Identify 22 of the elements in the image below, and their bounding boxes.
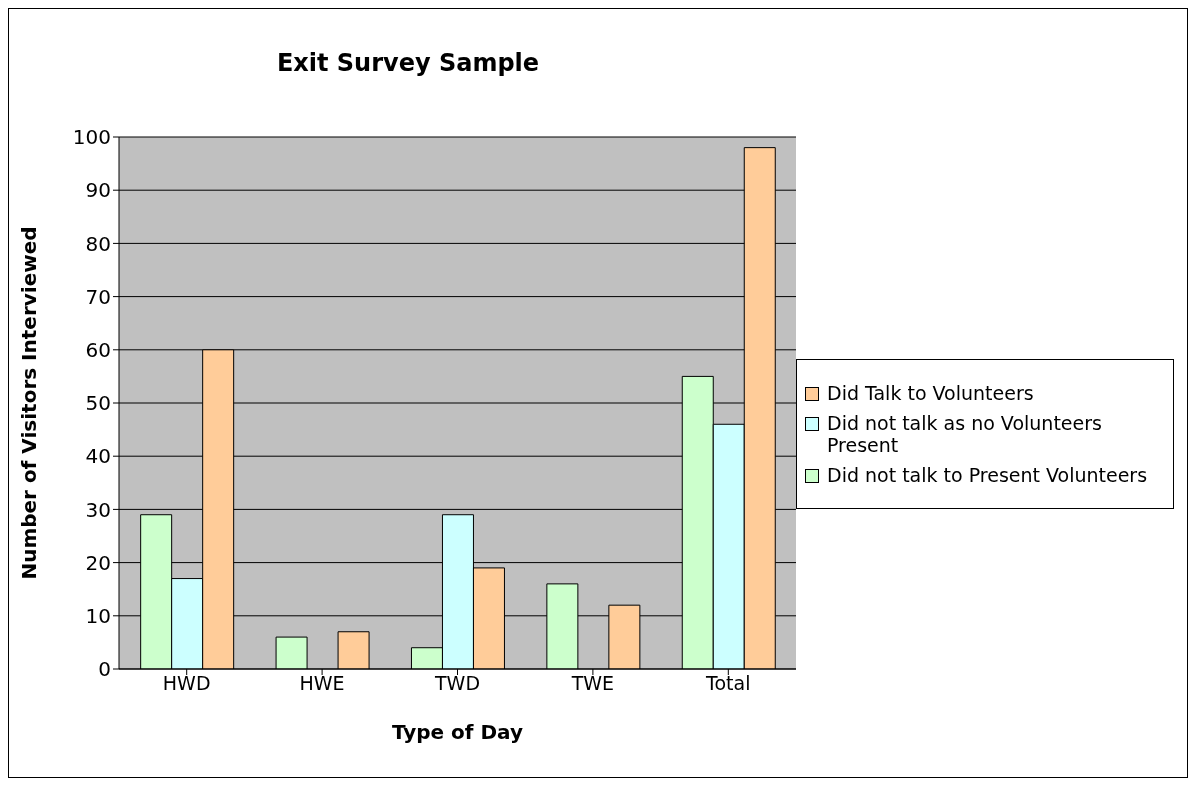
legend-label: Did not talk as no Volunteers Present — [827, 412, 1103, 456]
x-axis-title: Type of Day — [391, 720, 524, 744]
legend-label: Did not talk to Present Volunteers — [827, 464, 1148, 486]
x-tick-label: Total — [705, 672, 751, 695]
y-tick-label: 20 — [85, 550, 111, 575]
y-tick-label: 30 — [85, 497, 111, 522]
x-tick-label: HWE — [299, 672, 345, 695]
y-tick-label: 80 — [85, 231, 111, 256]
y-axis-title: Number of Visitors Interviewed — [17, 226, 42, 580]
chart-title: Exit Survey Sample — [275, 48, 541, 79]
x-tick-label: TWE — [570, 672, 615, 695]
x-tick-label: HWD — [162, 672, 211, 695]
y-tick-label: 0 — [98, 657, 111, 682]
y-tick-label: 50 — [85, 391, 111, 416]
y-tick-label: 60 — [85, 337, 111, 362]
y-tick-label: 10 — [85, 603, 111, 628]
y-tick-label: 70 — [85, 284, 111, 309]
y-tick-label: 90 — [85, 178, 111, 203]
legend-label: Did Talk to Volunteers — [827, 382, 1034, 404]
y-tick-label: 100 — [72, 125, 111, 150]
x-tick-label: TWD — [433, 672, 481, 695]
y-tick-label: 40 — [85, 444, 111, 469]
